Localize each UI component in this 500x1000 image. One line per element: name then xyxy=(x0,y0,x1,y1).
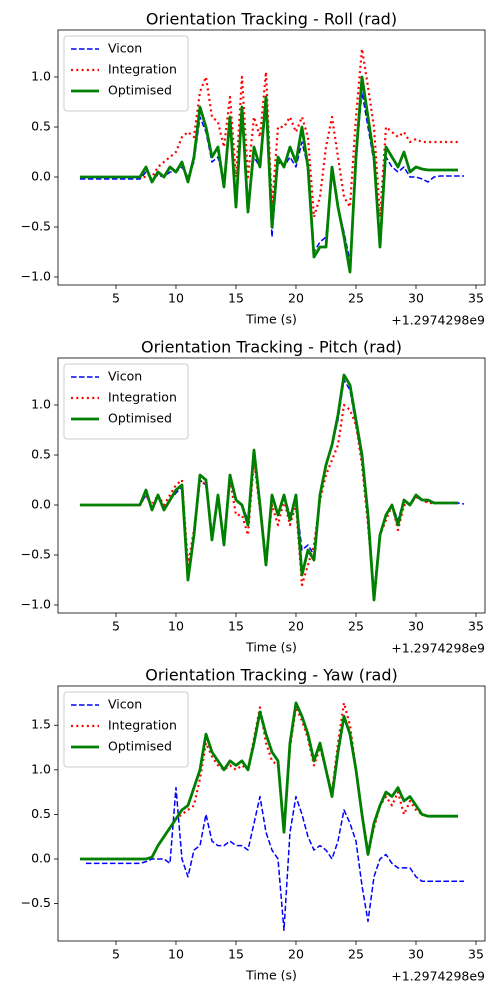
series-line xyxy=(79,91,464,263)
chart-title: Orientation Tracking - Roll (rad) xyxy=(146,10,397,29)
x-tick-label: 20 xyxy=(288,291,304,306)
chart-title: Orientation Tracking - Yaw (rad) xyxy=(145,666,398,685)
legend-label: Integration xyxy=(108,718,177,733)
y-tick-label: 0.5 xyxy=(31,806,51,821)
legend-label: Vicon xyxy=(108,369,142,384)
x-tick-label: 25 xyxy=(348,947,364,962)
y-tick-label: 0.5 xyxy=(31,447,51,462)
legend-label: Optimised xyxy=(108,411,172,426)
y-tick-label: 1.0 xyxy=(31,397,51,412)
x-axis-label: Time (s) xyxy=(245,968,297,983)
x-tick-label: 5 xyxy=(112,619,120,634)
legend-label: Integration xyxy=(108,62,177,77)
y-tick-label: −0.5 xyxy=(21,219,51,234)
x-tick-label: 35 xyxy=(468,619,484,634)
x-offset-label: +1.2974298e9 xyxy=(391,641,485,656)
legend-label: Vicon xyxy=(108,697,142,712)
y-tick-label: −0.5 xyxy=(21,895,51,910)
x-tick-label: 5 xyxy=(112,947,120,962)
x-tick-label: 15 xyxy=(228,291,244,306)
legend-label: Vicon xyxy=(108,41,142,56)
x-tick-label: 25 xyxy=(348,291,364,306)
x-axis-label: Time (s) xyxy=(245,640,297,655)
axes-frame xyxy=(57,357,486,614)
chart-title: Orientation Tracking - Pitch (rad) xyxy=(141,338,402,357)
y-tick-label: 1.0 xyxy=(31,761,51,776)
series-line xyxy=(79,75,458,274)
y-tick-label: 1.5 xyxy=(31,717,51,732)
x-tick-label: 30 xyxy=(408,947,424,962)
x-tick-label: 10 xyxy=(168,291,184,306)
x-tick-label: 20 xyxy=(288,619,304,634)
y-tick-label: 1.0 xyxy=(31,69,51,84)
x-tick-label: 35 xyxy=(468,291,484,306)
y-tick-label: −1.0 xyxy=(21,597,51,612)
series-line xyxy=(79,373,458,602)
x-tick-label: 20 xyxy=(288,947,304,962)
x-tick-label: 5 xyxy=(112,291,120,306)
legend-label: Optimised xyxy=(108,83,172,98)
x-tick-label: 30 xyxy=(408,619,424,634)
y-tick-label: −1.0 xyxy=(21,269,51,284)
axes-frame xyxy=(57,685,486,942)
x-tick-label: 10 xyxy=(168,619,184,634)
y-tick-label: 0.5 xyxy=(31,119,51,134)
y-tick-label: 0.0 xyxy=(31,850,51,865)
y-tick-label: 0.0 xyxy=(31,497,51,512)
x-tick-label: 10 xyxy=(168,947,184,962)
x-tick-label: 25 xyxy=(348,619,364,634)
x-tick-label: 30 xyxy=(408,291,424,306)
x-offset-label: +1.2974298e9 xyxy=(391,313,485,328)
x-tick-label: 15 xyxy=(228,947,244,962)
legend-label: Integration xyxy=(108,390,177,405)
y-tick-label: −0.5 xyxy=(21,547,51,562)
x-tick-label: 15 xyxy=(228,619,244,634)
y-tick-label: 0.0 xyxy=(31,169,51,184)
legend-label: Optimised xyxy=(108,739,172,754)
x-offset-label: +1.2974298e9 xyxy=(391,969,485,984)
axes-frame xyxy=(57,29,486,286)
x-tick-label: 35 xyxy=(468,947,484,962)
series-line xyxy=(79,701,458,861)
x-axis-label: Time (s) xyxy=(245,312,297,327)
